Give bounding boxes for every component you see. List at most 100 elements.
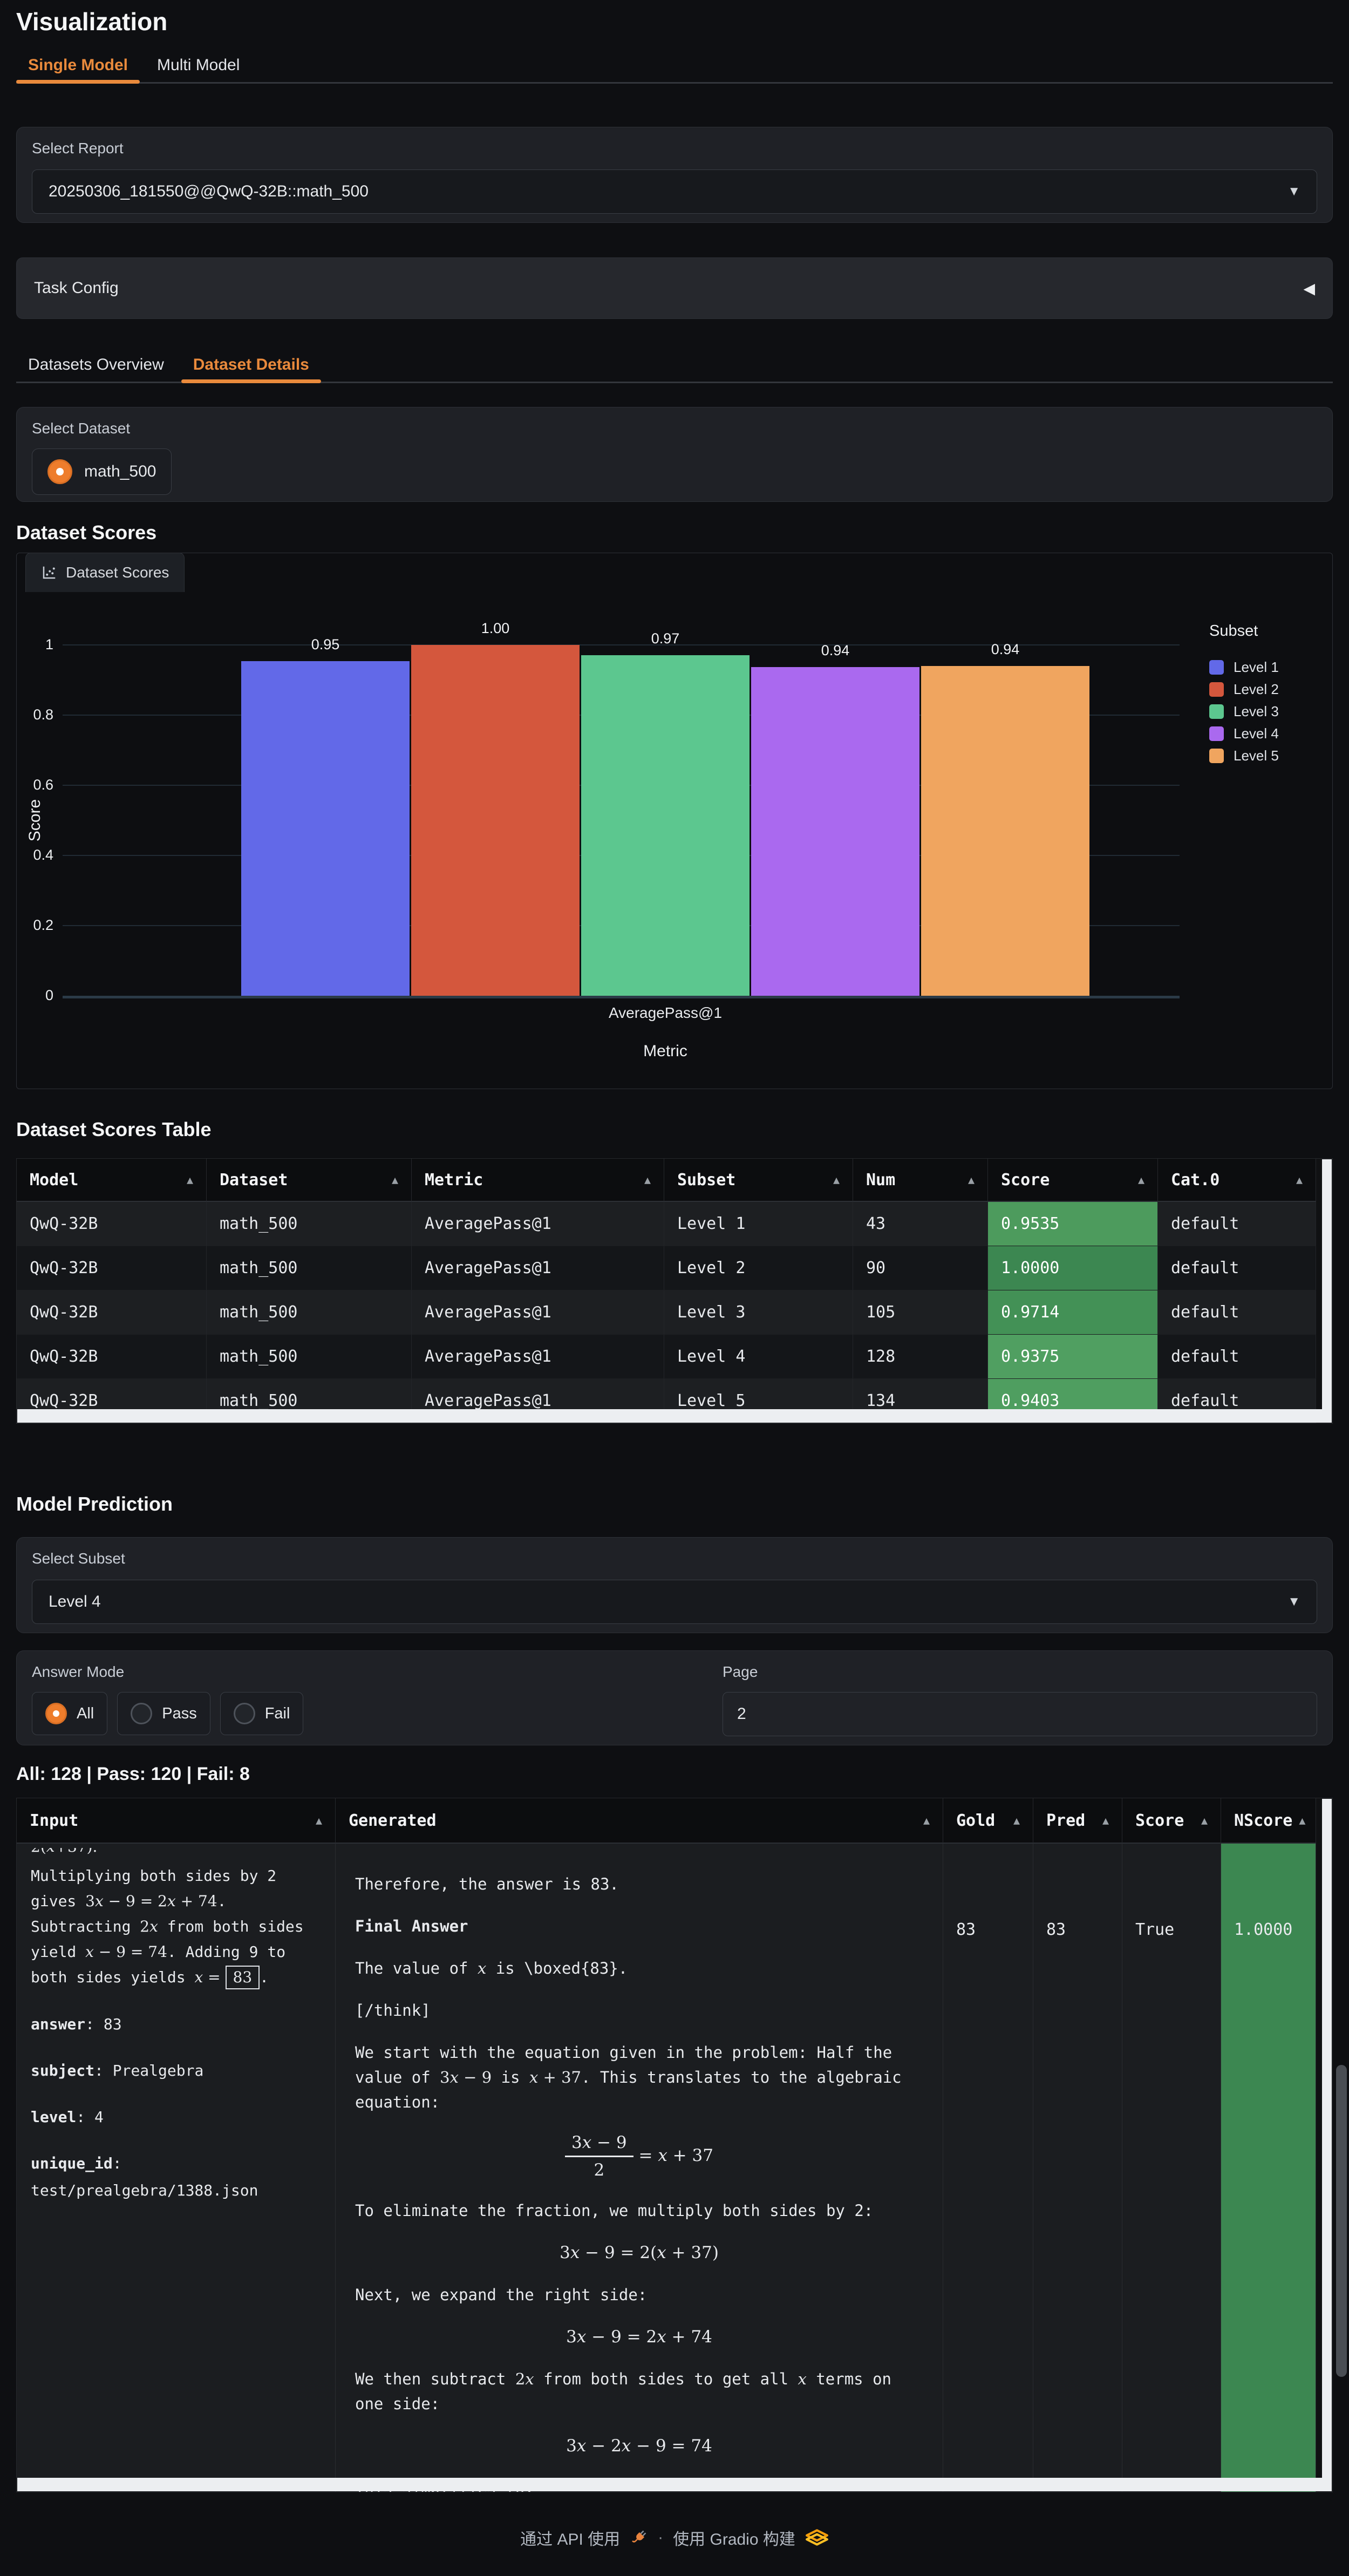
legend-swatch xyxy=(1209,682,1224,697)
vertical-scrollbar[interactable] xyxy=(1322,1159,1332,1409)
generated-paragraph: We start with the equation given in the … xyxy=(355,2043,902,2111)
vertical-scrollbar[interactable] xyxy=(1322,1799,1332,2478)
select-report-label: Select Report xyxy=(32,140,124,157)
select-report-dropdown[interactable]: 20250306_181550@@QwQ-32B::math_500 ▼ xyxy=(32,169,1317,214)
detail-tab-strip: Datasets Overview Dataset Details xyxy=(16,349,1333,383)
column-header-score[interactable]: Score ▲ xyxy=(1122,1798,1221,1844)
page-input[interactable]: 2 xyxy=(723,1692,1317,1736)
prediction-table-row: 2(x+37). Multiplying both sides by 2 give… xyxy=(17,1844,1332,2492)
scores-table-body: QwQ-32B math_500 AveragePass@1 Level 1 43 0.9… xyxy=(17,1202,1332,1423)
generated-paragraph: Next, we expand the right side: xyxy=(355,2286,648,2304)
gold-cell: 83 xyxy=(943,1844,1033,2492)
y-tick-label: 0.6 xyxy=(33,777,53,793)
table-cell: AveragePass@1 xyxy=(412,1202,664,1246)
page-scrollbar-thumb[interactable] xyxy=(1336,2065,1347,2377)
table-cell: QwQ-32B xyxy=(17,1290,207,1335)
table-cell: Level 2 xyxy=(664,1246,853,1290)
tab-single-model[interactable]: Single Model xyxy=(16,50,140,84)
column-header-score[interactable]: Score ▲ xyxy=(988,1159,1158,1202)
page-value: 2 xyxy=(737,1705,746,1723)
column-header-model[interactable]: Model ▲ xyxy=(17,1159,207,1202)
dataset-scores-table: Model ▲ Dataset ▲ Metric ▲ Subset ▲ Num ▲ Score ▲ Ca… xyxy=(16,1158,1333,1424)
pred-cell: 83 xyxy=(1033,1844,1122,2492)
select-subset-dropdown[interactable]: Level 4 ▼ xyxy=(32,1580,1317,1624)
column-header-subset[interactable]: Subset ▲ xyxy=(664,1159,853,1202)
page-group: Page 2 xyxy=(723,1663,1317,1736)
top-tab-strip: Single Model Multi Model xyxy=(16,50,1333,84)
column-header-num[interactable]: Num ▲ xyxy=(853,1159,988,1202)
legend-label: Level 1 xyxy=(1234,659,1279,675)
chevron-down-icon: ▼ xyxy=(1287,184,1300,199)
bar-level-5 xyxy=(921,666,1089,996)
radio-unselected-icon xyxy=(233,1703,255,1724)
legend-label: Level 4 xyxy=(1234,725,1279,742)
column-header-generated[interactable]: Generated ▲ xyxy=(336,1798,943,1844)
y-axis-title: Score xyxy=(26,799,44,842)
column-header-pred[interactable]: Pred ▲ xyxy=(1033,1798,1122,1844)
select-report-value: 20250306_181550@@QwQ-32B::math_500 xyxy=(49,182,369,200)
bar-value-label: 0.94 xyxy=(821,642,850,658)
answer-mode-option-label: Pass xyxy=(162,1704,197,1722)
plug-icon xyxy=(632,2530,646,2543)
generated-paragraph: We then subtract 2x from both sides to g… xyxy=(355,2370,891,2413)
bar-value-label: 0.94 xyxy=(991,641,1020,657)
table-row: QwQ-32B math_500 AveragePass@1 Level 3 105 0.… xyxy=(17,1290,1332,1335)
table-cell: default xyxy=(1158,1246,1316,1290)
column-header-cat-0[interactable]: Cat.0 ▲ xyxy=(1158,1159,1316,1202)
legend-swatch xyxy=(1209,749,1224,763)
page-title: Visualization xyxy=(16,8,168,36)
tab-dataset-details[interactable]: Dataset Details xyxy=(181,349,321,383)
y-tick-label: 0.2 xyxy=(33,917,53,933)
footer-api-text[interactable]: 通过 API 使用 xyxy=(520,2531,621,2548)
answer-mode-option-label: Fail xyxy=(264,1704,290,1722)
column-header-gold[interactable]: Gold ▲ xyxy=(943,1798,1033,1844)
select-dataset-panel: Select Dataset math_500 xyxy=(16,407,1333,502)
generated-paragraph: Final Answer xyxy=(355,1917,468,1935)
tab-multi-model[interactable]: Multi Model xyxy=(157,56,240,74)
input-text-line: test/prealgebra/1388.json xyxy=(31,2181,258,2199)
table-cell: QwQ-32B xyxy=(17,1335,207,1379)
dataset-radio-label: math_500 xyxy=(84,463,156,480)
answer-mode-option-all[interactable]: All xyxy=(32,1692,108,1735)
score-cell: True xyxy=(1122,1844,1221,2492)
column-header-input[interactable]: Input ▲ xyxy=(17,1798,336,1844)
column-header-dataset[interactable]: Dataset ▲ xyxy=(207,1159,412,1202)
table-cell: math_500 xyxy=(207,1246,412,1290)
x-tick-label: AveragePass@1 xyxy=(608,1004,723,1021)
legend-item-level-4: Level 4 xyxy=(1209,723,1279,745)
table-cell: Level 4 xyxy=(664,1335,853,1379)
table-row: QwQ-32B math_500 AveragePass@1 Level 4 128 0.… xyxy=(17,1335,1332,1379)
display-equation: 3x − 9 = 2x + 74 xyxy=(566,2327,712,2347)
dataset-radio-math-500[interactable]: math_500 xyxy=(32,448,172,495)
legend-title: Subset xyxy=(1209,622,1258,640)
table-cell: math_500 xyxy=(207,1335,412,1379)
bar-level-1 xyxy=(241,661,410,996)
table-cell: 105 xyxy=(853,1290,988,1335)
dataset-scores-plot-panel: Dataset Scores Score AveragePass@1 Metri… xyxy=(16,553,1333,1089)
x-axis-title: Metric xyxy=(643,1042,687,1060)
table-cell: default xyxy=(1158,1335,1316,1379)
answer-mode-option-pass[interactable]: Pass xyxy=(117,1692,210,1735)
legend-item-level-3: Level 3 xyxy=(1209,701,1279,723)
nscore-cell: 1.0000 xyxy=(1221,1844,1316,2492)
section-title-model-prediction: Model Prediction xyxy=(16,1493,173,1515)
column-header-nscore[interactable]: NScore ▲ xyxy=(1221,1798,1316,1844)
legend-swatch xyxy=(1209,726,1224,741)
column-header-metric[interactable]: Metric ▲ xyxy=(412,1159,664,1202)
generated-paragraph: The value of x is \boxed{83}. xyxy=(355,1959,628,1977)
table-cell: 90 xyxy=(853,1246,988,1290)
section-title-dataset-scores: Dataset Scores xyxy=(16,521,157,543)
horizontal-scrollbar[interactable] xyxy=(17,2478,1332,2491)
y-tick-label: 1 xyxy=(45,636,53,653)
tab-datasets-overview[interactable]: Datasets Overview xyxy=(28,356,164,373)
model-prediction-table: Input ▲ Generated ▲ Gold ▲ Pred ▲ Score ▲ NScore ▲ … xyxy=(16,1798,1333,2492)
horizontal-scrollbar[interactable] xyxy=(17,1409,1332,1423)
answer-mode-option-fail[interactable]: Fail xyxy=(220,1692,304,1735)
footer-built-text[interactable]: 使用 Gradio 构建 xyxy=(673,2531,795,2548)
input-text-line: answer: 83 xyxy=(31,2015,122,2033)
plot-tab-dataset-scores[interactable]: Dataset Scores xyxy=(25,553,185,592)
chart-legend: Subset Level 1 Level 2 Level 3 Level 4 Level… xyxy=(1209,622,1279,767)
task-config-accordion[interactable]: Task Config ◀ xyxy=(16,257,1333,319)
x-axis-line xyxy=(63,996,1180,998)
